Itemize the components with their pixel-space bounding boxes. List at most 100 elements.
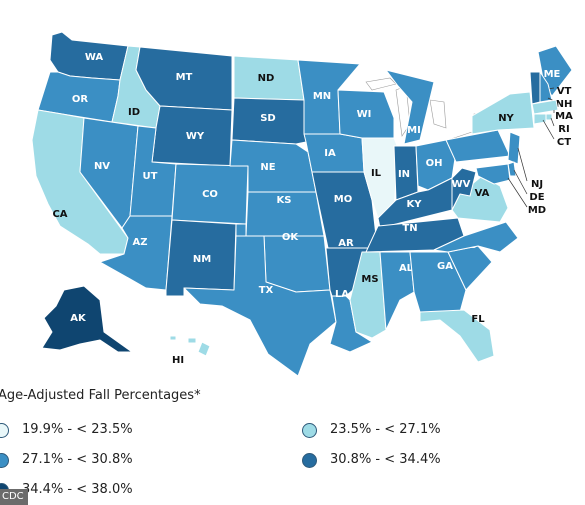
credit-label: CDC bbox=[0, 489, 28, 505]
state-label-wv: WV bbox=[452, 179, 471, 190]
state-label-vt: VT bbox=[557, 86, 572, 97]
state-label-me: ME bbox=[544, 69, 561, 80]
legend-swatch-3 bbox=[302, 453, 317, 468]
state-label-mi: MI bbox=[407, 125, 421, 136]
state-label-wy: WY bbox=[186, 131, 205, 142]
state-label-az: AZ bbox=[133, 237, 148, 248]
state-shape-nj[interactable] bbox=[507, 131, 521, 165]
state-label-mo: MO bbox=[334, 194, 352, 205]
state-shape-ct[interactable] bbox=[533, 113, 547, 125]
state-label-wa: WA bbox=[85, 52, 104, 63]
state-sd[interactable]: SD bbox=[231, 97, 307, 145]
state-label-wi: WI bbox=[357, 109, 372, 120]
state-ak[interactable]: AK bbox=[41, 285, 133, 353]
state-ma[interactable]: MA bbox=[531, 99, 573, 122]
state-label-md: MD bbox=[528, 205, 546, 216]
state-label-nh: NH bbox=[556, 99, 573, 110]
state-mi[interactable]: MI bbox=[385, 69, 435, 145]
state-shape-al[interactable] bbox=[379, 251, 415, 331]
state-label-ma: MA bbox=[555, 111, 573, 122]
callout-line-ri bbox=[550, 117, 555, 127]
state-nd[interactable]: ND bbox=[233, 55, 305, 101]
state-label-sd: SD bbox=[260, 113, 276, 124]
state-shape-wv[interactable] bbox=[451, 167, 477, 211]
state-ny[interactable]: NY bbox=[471, 91, 535, 135]
state-label-hi: HI bbox=[172, 355, 184, 366]
state-hi[interactable]: HI bbox=[169, 335, 211, 366]
state-label-ga: GA bbox=[437, 261, 453, 272]
state-shape-ny[interactable] bbox=[471, 91, 535, 135]
state-label-co: CO bbox=[202, 189, 218, 200]
state-label-il: IL bbox=[371, 168, 382, 179]
state-ia[interactable]: IA bbox=[303, 133, 365, 173]
state-label-ia: IA bbox=[324, 148, 336, 159]
state-ct[interactable]: CT bbox=[533, 113, 571, 148]
state-label-nd: ND bbox=[258, 73, 275, 84]
state-label-ca: CA bbox=[52, 209, 67, 220]
state-md[interactable]: MD bbox=[475, 163, 546, 216]
state-shape-ma[interactable] bbox=[531, 99, 559, 115]
state-co[interactable]: CO bbox=[171, 163, 249, 225]
state-label-ak: AK bbox=[70, 313, 87, 324]
callout-line-nj bbox=[517, 147, 528, 182]
state-label-tn: TN bbox=[402, 223, 417, 234]
state-label-ky: KY bbox=[407, 199, 423, 210]
state-label-nj: NJ bbox=[531, 179, 543, 190]
state-label-nv: NV bbox=[94, 161, 110, 172]
legend-swatch-0 bbox=[0, 423, 9, 438]
state-label-ok: OK bbox=[282, 232, 300, 243]
state-label-ri: RI bbox=[558, 124, 569, 135]
state-shape-hi[interactable] bbox=[169, 335, 211, 357]
state-label-nm: NM bbox=[193, 254, 211, 265]
state-shape-ak[interactable] bbox=[41, 285, 133, 353]
state-label-al: AL bbox=[399, 263, 414, 274]
legend-label-2: 27.1% - < 30.8% bbox=[22, 452, 133, 467]
state-label-or: OR bbox=[72, 94, 89, 105]
state-label-va: VA bbox=[475, 188, 490, 199]
state-label-ne: NE bbox=[260, 162, 275, 173]
state-shape-sd[interactable] bbox=[231, 97, 307, 145]
state-shape-md[interactable] bbox=[475, 163, 511, 185]
state-label-oh: OH bbox=[426, 158, 443, 169]
state-shape-pa[interactable] bbox=[445, 129, 511, 163]
state-label-la: LA bbox=[335, 289, 349, 300]
state-wy[interactable]: WY bbox=[151, 105, 233, 167]
legend-title: Age-Adjusted Fall Percentages* bbox=[0, 388, 201, 403]
state-shape-mi[interactable] bbox=[385, 69, 435, 145]
us-choropleth-map: WA OR CA ID NV MT WY UT AZ CO NM ND SD NE KS OK TX MN IA MO… bbox=[31, 31, 573, 377]
state-shape-la[interactable] bbox=[329, 295, 373, 353]
state-label-in: IN bbox=[398, 169, 410, 180]
state-shape-nc[interactable] bbox=[433, 221, 519, 253]
state-al[interactable]: AL bbox=[379, 251, 415, 331]
legend-label-0: 19.9% - < 23.5% bbox=[22, 422, 133, 437]
state-label-mn: MN bbox=[313, 91, 331, 102]
lake-1 bbox=[429, 99, 447, 129]
state-label-mt: MT bbox=[176, 72, 193, 83]
state-label-id: ID bbox=[128, 107, 140, 118]
state-label-ar: AR bbox=[338, 238, 354, 249]
state-in[interactable]: IN bbox=[393, 145, 419, 201]
legend-swatch-2 bbox=[0, 453, 9, 468]
state-la[interactable]: LA bbox=[329, 289, 373, 353]
state-nj[interactable]: NJ bbox=[507, 131, 543, 190]
callout-line-md bbox=[507, 177, 528, 208]
legend-label-3: 30.8% - < 34.4% bbox=[330, 452, 441, 467]
state-label-ks: KS bbox=[277, 195, 292, 206]
state-label-ny: NY bbox=[498, 113, 514, 124]
state-wv[interactable]: WV bbox=[451, 167, 477, 211]
legend-label-1: 23.5% - < 27.1% bbox=[330, 422, 441, 437]
state-wi[interactable]: WI bbox=[337, 89, 395, 139]
state-label-ut: UT bbox=[143, 171, 158, 182]
lake-4 bbox=[365, 77, 397, 91]
state-nm[interactable]: NM bbox=[165, 219, 237, 297]
state-shape-fl[interactable] bbox=[419, 309, 495, 363]
state-fl[interactable]: FL bbox=[419, 309, 495, 363]
legend-label-4: 34.4% - < 38.0% bbox=[22, 482, 133, 497]
state-label-ct: CT bbox=[557, 137, 571, 148]
state-ks[interactable]: KS bbox=[245, 191, 325, 237]
state-label-fl: FL bbox=[471, 314, 485, 325]
legend-swatch-1 bbox=[302, 423, 317, 438]
callout-line-de bbox=[513, 169, 528, 195]
state-nh[interactable]: NH bbox=[539, 71, 573, 110]
state-shape-vt[interactable] bbox=[529, 71, 541, 105]
